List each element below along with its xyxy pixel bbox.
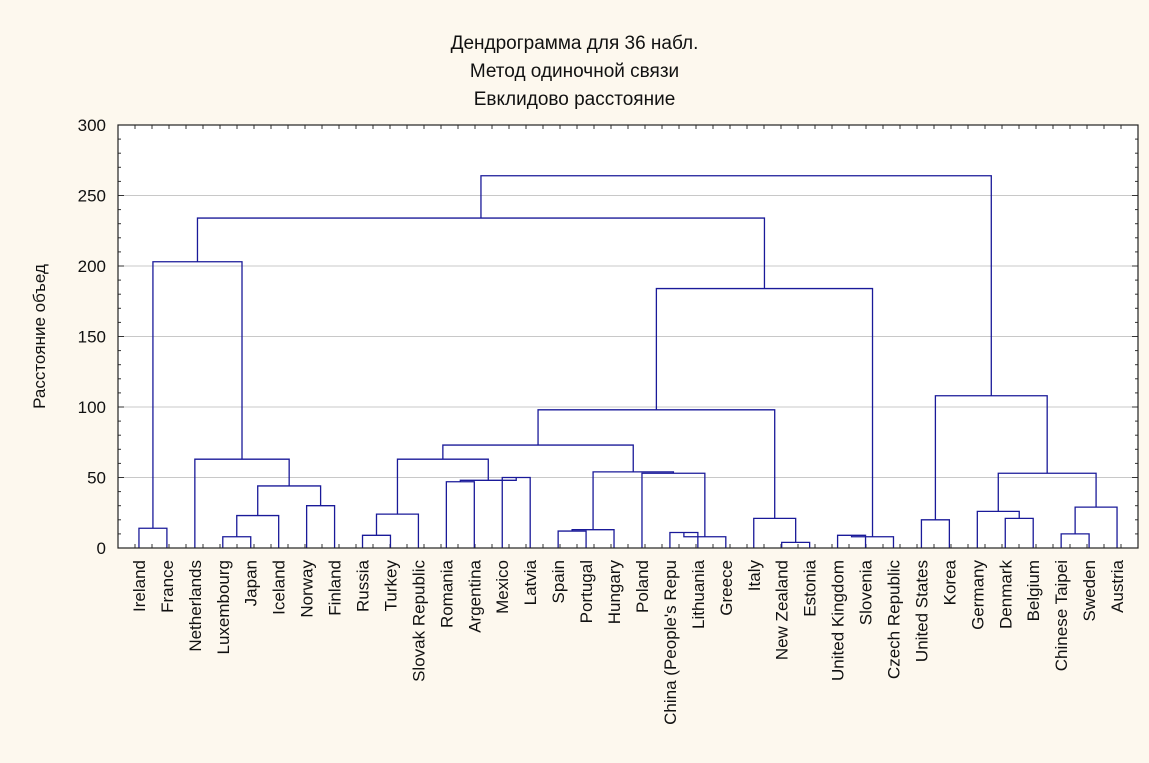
- leaf-label: Romania: [437, 559, 456, 628]
- leaf-label: Germany: [968, 560, 987, 630]
- leaf-label: Russia: [354, 559, 373, 612]
- leaf-label: Slovenia: [857, 559, 876, 625]
- leaf-label: Sweden: [1080, 560, 1099, 621]
- leaf-label: Denmark: [996, 560, 1015, 629]
- leaf-label: Korea: [940, 559, 959, 605]
- leaf-label: France: [158, 560, 177, 613]
- plot-frame: [117, 124, 1139, 549]
- dendrogram-link: [480, 175, 992, 396]
- y-tick-label: 300: [78, 116, 106, 135]
- y-tick-label: 250: [78, 187, 106, 206]
- leaf-label: United Kingdom: [829, 560, 848, 681]
- y-tick-label: 50: [87, 469, 106, 488]
- leaf-label: Norway: [298, 560, 317, 618]
- leaf-label: Spain: [549, 560, 568, 603]
- leaf-label: Japan: [242, 560, 261, 606]
- leaf-label: Chinese Taipei: [1052, 560, 1071, 671]
- leaf-label: Lithuania: [689, 559, 708, 629]
- leaf-label: Greece: [717, 560, 736, 616]
- y-tick-label: 200: [78, 257, 106, 276]
- y-tick-label: 100: [78, 398, 106, 417]
- leaf-label: Poland: [633, 560, 652, 613]
- leaf-label: China (People's Repu: [661, 560, 680, 725]
- leaf-label: Luxembourg: [214, 560, 233, 655]
- leaf-label: Mexico: [493, 560, 512, 614]
- leaf-label: Netherlands: [186, 560, 205, 652]
- leaf-label: Czech Republic: [884, 560, 903, 680]
- leaf-label: Latvia: [521, 559, 540, 605]
- leaf-label: Hungary: [605, 560, 624, 625]
- leaf-label: Iceland: [270, 560, 289, 615]
- leaf-label: New Zealand: [773, 560, 792, 660]
- leaf-label: Turkey: [381, 560, 400, 612]
- title-line-1: Дендрограмма для 36 набл.: [450, 33, 699, 54]
- leaf-label: Portugal: [577, 560, 596, 623]
- leaf-label: Belgium: [1024, 560, 1043, 621]
- leaf-label: Ireland: [130, 560, 149, 612]
- y-tick-label: 0: [97, 539, 106, 558]
- leaf-label: Estonia: [801, 559, 820, 616]
- y-tick-label: 150: [78, 328, 106, 347]
- leaf-label: Finland: [326, 560, 345, 616]
- leaf-label: Austria: [1108, 559, 1127, 612]
- title-line-3: Евклидово расстояние: [473, 89, 676, 110]
- leaf-label: Italy: [745, 560, 764, 592]
- title-line-2: Метод одиночной связи: [469, 61, 680, 82]
- y-axis-label: Расстояние объед: [30, 264, 49, 409]
- leaf-label: Slovak Republic: [409, 560, 428, 682]
- leaf-label: Argentina: [465, 559, 484, 632]
- leaf-label: United States: [912, 560, 931, 662]
